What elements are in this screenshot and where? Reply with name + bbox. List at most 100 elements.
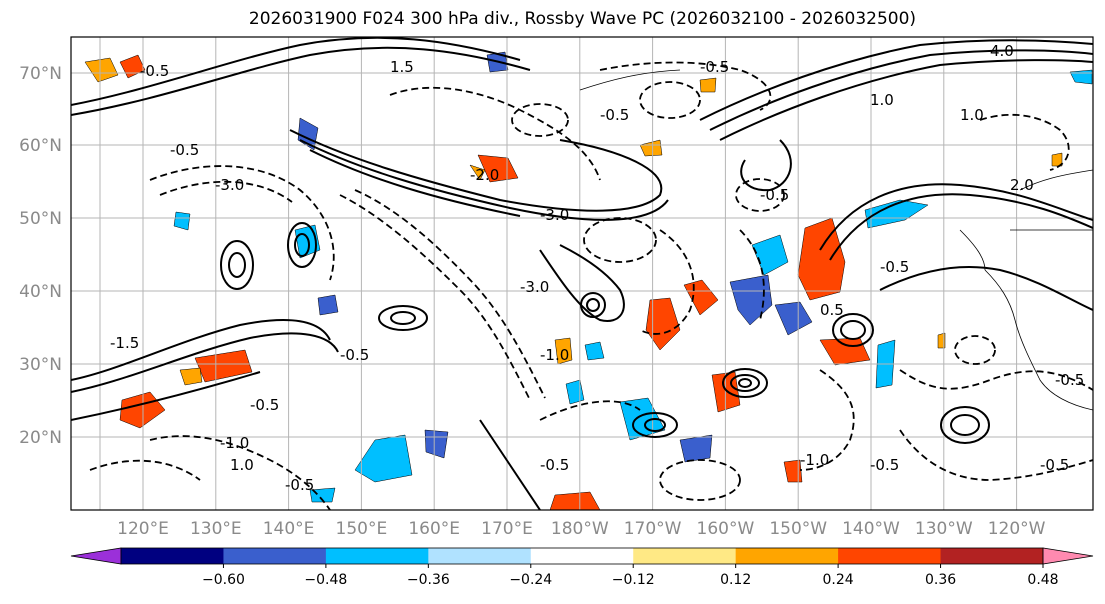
contour-line	[899, 369, 1093, 391]
contour-line	[309, 149, 521, 217]
colorbar-segment	[325, 548, 429, 564]
contour-line	[289, 129, 663, 212]
contour-line	[639, 81, 701, 119]
shade-patch	[179, 367, 203, 386]
lat-label: 60°N	[19, 136, 62, 156]
contour-line	[580, 292, 606, 318]
contour-line	[71, 371, 261, 421]
contour-line	[389, 86, 601, 181]
contour-line	[71, 37, 521, 106]
contour-line	[950, 414, 980, 436]
contour-label: -0.5	[1055, 371, 1084, 389]
colorbar-max-arrow	[1042, 547, 1094, 565]
longitude-labels: 120°E 130°E 140°E 150°E 160°E 170°E 180°W 170°W…	[117, 519, 1046, 539]
lat-label: 20°N	[19, 428, 62, 448]
shade-patch	[774, 301, 813, 336]
colorbar-segment	[633, 548, 737, 564]
contour-label: -3.0	[540, 206, 569, 224]
contour-label: -0.5	[340, 346, 369, 364]
contour-label: -0.5	[760, 186, 789, 204]
shade-patch	[584, 341, 605, 361]
lon-label: 120°W	[988, 519, 1046, 539]
contour-line	[89, 459, 201, 481]
contour-label: -1.5	[110, 334, 139, 352]
colorbar-segment	[838, 548, 942, 564]
contour-label: -0.5	[250, 396, 279, 414]
colorbar-segment	[428, 548, 532, 564]
contour-label: -0.5	[140, 62, 169, 80]
colorbar	[70, 547, 1094, 565]
coastline	[984, 269, 1093, 411]
colorbar-segment	[530, 548, 634, 564]
shade-patch	[469, 164, 486, 181]
coastlines	[579, 69, 1093, 411]
shade-patch	[354, 434, 413, 483]
latitude-labels: 70°N 60°N 50°N 40°N 30°N 20°N	[19, 64, 62, 448]
contour-line	[586, 298, 600, 312]
contour-line	[511, 103, 569, 137]
lon-label: 180°W	[551, 519, 609, 539]
shade-patch	[639, 139, 663, 157]
colorbar-tick-label: −0.48	[304, 572, 347, 588]
contour-line	[287, 222, 317, 268]
colorbar-ticks: −0.60 −0.48 −0.36 −0.24 −0.12 0.12 0.24 0.36 0.4…	[202, 564, 1059, 588]
contour-label: 0.5	[820, 301, 844, 319]
contour-line	[159, 180, 293, 203]
contour-line	[735, 178, 785, 212]
contour-label: -3.0	[215, 176, 244, 194]
contour-line	[583, 217, 657, 263]
shade-patch	[683, 279, 719, 316]
contour-label: -1.0	[800, 451, 829, 469]
contour-line	[730, 374, 760, 392]
contour-label: -0.5	[880, 258, 909, 276]
contour-line	[71, 46, 531, 116]
contour-label: 2.0	[1010, 176, 1034, 194]
shade-patch	[317, 294, 339, 316]
lat-label: 70°N	[19, 64, 62, 84]
contour-line	[722, 368, 768, 398]
contour-line	[709, 49, 1093, 131]
contour-line	[71, 332, 339, 393]
shade-patch	[699, 77, 717, 93]
contour-label: 1.5	[390, 58, 414, 76]
contour-line	[644, 418, 666, 432]
shade-patch	[783, 459, 803, 483]
contour-line	[479, 419, 541, 510]
contour-line	[738, 378, 752, 388]
contour-line	[228, 252, 246, 278]
colorbar-tick-label: −0.60	[202, 572, 245, 588]
contour-line	[71, 319, 331, 381]
colorbar-tick-label: 0.36	[925, 572, 956, 588]
contour-label: 4.0	[990, 42, 1014, 60]
contour-line	[378, 305, 428, 331]
dashed-contours	[89, 61, 1093, 510]
contour-line	[819, 183, 1093, 251]
contour-line	[149, 435, 331, 510]
shade-patch	[751, 234, 789, 276]
contour-line	[639, 229, 695, 335]
shade-patch	[549, 491, 601, 510]
figure-title: 2026031900 F024 300 hPa div., Rossby Wav…	[248, 9, 917, 29]
shade-patch	[864, 199, 929, 229]
contour-labels: -0.5 1.5 -3.0 -3.0 -0.5 -0.5 -0.5 -1.0 1.0 -0.5 -1…	[110, 42, 1084, 494]
contour-line	[799, 369, 855, 471]
shade-patch	[711, 371, 741, 413]
colorbar-min-arrow	[70, 547, 122, 565]
contour-label: -2.0	[470, 166, 499, 184]
contour-label: -0.5	[870, 456, 899, 474]
shade-patch	[937, 332, 946, 349]
contour-line	[599, 61, 772, 111]
contour-line	[539, 400, 641, 421]
shade-patch	[194, 349, 253, 383]
lon-label: 120°E	[117, 519, 169, 539]
contour-line	[879, 265, 1093, 311]
contour-line	[220, 240, 254, 290]
solid-contours	[71, 37, 1093, 510]
contour-label: -0.5	[1040, 456, 1069, 474]
colorbar-segment	[223, 548, 327, 564]
shade-patch	[477, 154, 519, 183]
lon-label: 160°W	[697, 519, 755, 539]
shade-patch	[554, 337, 573, 365]
contour-label: -0.5	[540, 456, 569, 474]
